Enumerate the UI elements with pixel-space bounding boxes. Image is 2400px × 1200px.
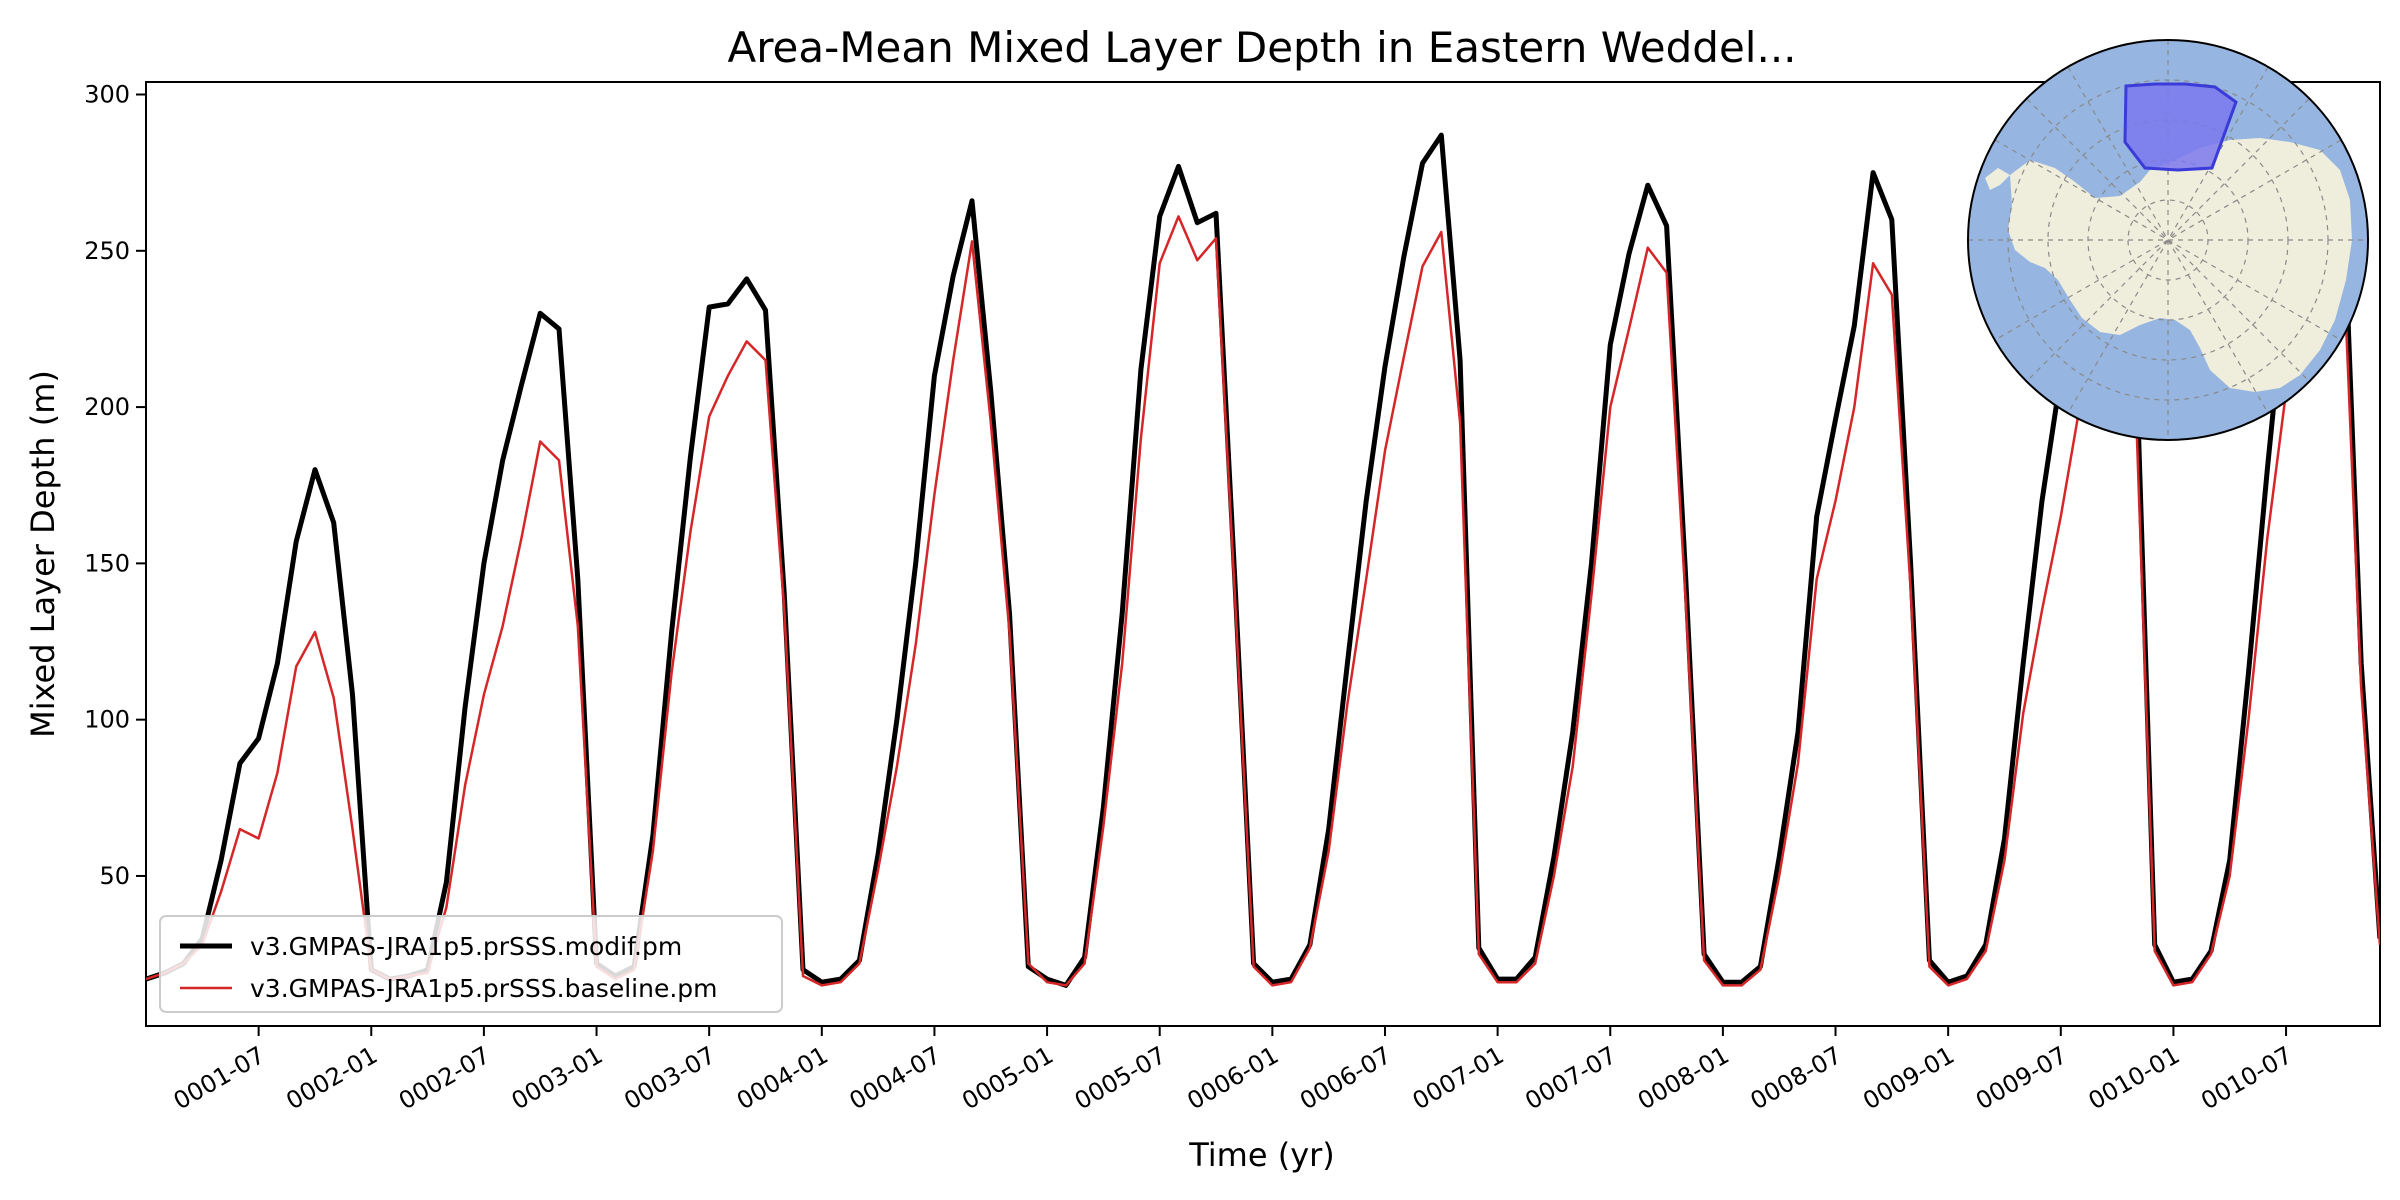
legend-label-modif: v3.GMPAS-JRA1p5.prSSS.modif.pm bbox=[250, 932, 682, 961]
x-tick-label: 0001-07 bbox=[169, 1041, 270, 1115]
x-axis: 0001-07 0002-01 0002-07 0003-01 0003-07 0004-… bbox=[169, 1026, 2297, 1115]
x-tick-label: 0002-01 bbox=[281, 1041, 382, 1115]
map-graticule bbox=[1968, 40, 2368, 440]
x-tick-label: 0008-07 bbox=[1746, 1041, 1847, 1115]
series-layer bbox=[146, 132, 2380, 988]
x-tick-label: 0007-01 bbox=[1408, 1041, 1509, 1115]
chart-title: Area-Mean Mixed Layer Depth in Eastern W… bbox=[727, 23, 1796, 72]
map-eastern-weddell-region bbox=[2123, 82, 2238, 172]
x-tick-label: 0008-01 bbox=[1633, 1041, 1734, 1115]
x-tick-label: 0004-07 bbox=[845, 1041, 946, 1115]
x-axis-label: Time (yr) bbox=[1188, 1136, 1335, 1174]
x-tick-label: 0005-07 bbox=[1070, 1041, 1171, 1115]
x-tick-label: 0009-07 bbox=[1971, 1041, 2072, 1115]
x-tick-label: 0010-07 bbox=[2196, 1041, 2297, 1115]
legend: v3.GMPAS-JRA1p5.prSSS.modif.pm v3.GMPAS-… bbox=[159, 915, 783, 1013]
x-tick-label: 0004-01 bbox=[732, 1041, 833, 1115]
series-line-baseline bbox=[146, 199, 2380, 987]
x-tick-label: 0009-01 bbox=[1858, 1041, 1959, 1115]
x-tick-label: 0003-07 bbox=[619, 1041, 720, 1115]
antarctica-inset-map bbox=[1967, 39, 2369, 441]
y-axis-label: Mixed Layer Depth (m) bbox=[24, 370, 62, 738]
y-axis: 50 100 150 200 250 300 bbox=[84, 81, 146, 890]
y-tick-label: 300 bbox=[84, 81, 130, 109]
x-tick-label: 0010-01 bbox=[2084, 1041, 2185, 1115]
x-tick-label: 0006-01 bbox=[1183, 1041, 1284, 1115]
y-tick-label: 50 bbox=[99, 862, 130, 890]
x-tick-label: 0005-01 bbox=[957, 1041, 1058, 1115]
x-tick-label: 0006-07 bbox=[1295, 1041, 1396, 1115]
x-tick-label: 0002-07 bbox=[394, 1041, 495, 1115]
y-tick-label: 100 bbox=[84, 706, 130, 734]
y-tick-label: 250 bbox=[84, 237, 130, 265]
series-line-modif bbox=[146, 132, 2380, 988]
y-tick-label: 150 bbox=[84, 549, 130, 577]
legend-label-baseline: v3.GMPAS-JRA1p5.prSSS.baseline.pm bbox=[250, 974, 718, 1003]
y-tick-label: 200 bbox=[84, 393, 130, 421]
x-tick-label: 0007-07 bbox=[1520, 1041, 1621, 1115]
legend-box bbox=[159, 915, 783, 1013]
axes-frame bbox=[145, 81, 2381, 1027]
x-tick-label: 0003-01 bbox=[507, 1041, 608, 1115]
